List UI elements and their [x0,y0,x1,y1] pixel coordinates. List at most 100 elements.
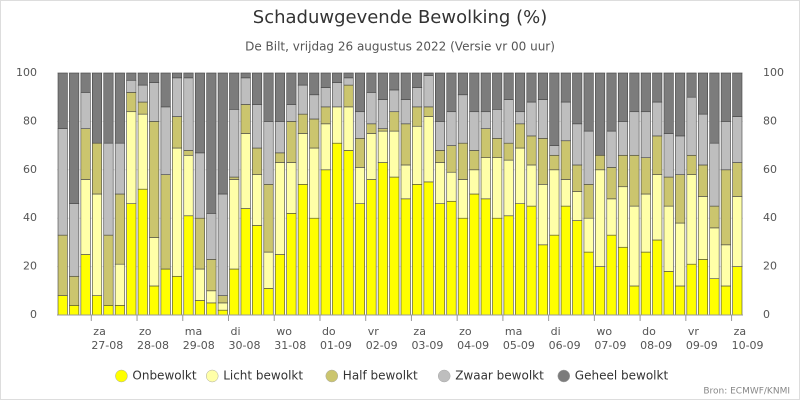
x-tick-date: 02-09 [366,339,398,352]
bar-segment [434,150,446,163]
bar-segment [206,72,217,214]
bar-segment [515,147,526,204]
bar-segment [309,147,320,219]
bar-segment [503,72,514,100]
x-tick-date: 04-09 [457,339,489,352]
bar-segment [137,113,148,190]
bar-segment [606,234,617,316]
bar-segment [503,159,514,217]
bar-segment [617,121,628,156]
bar-segment [229,109,240,178]
bar-segment [206,290,217,304]
y-tick-label: 100 [16,66,37,79]
bar-segment [252,174,263,226]
bar-segment [194,152,205,219]
bar-segment [515,123,526,149]
bar-segment [469,72,480,113]
bar-segment [423,116,434,183]
bar-segment [675,72,686,137]
bar-segment [126,79,137,93]
bar-segment [183,154,194,217]
bar-segment [206,259,217,292]
bar-segment [732,162,743,197]
bar-segment [617,72,628,122]
bar-segment [480,72,491,113]
bar-segment [57,295,68,316]
legend-label: Onbewolkt [132,369,196,383]
bar-segment [240,133,251,209]
bar-segment [137,72,148,86]
bar-segment [377,72,388,100]
x-tick-date: 03-09 [411,339,443,352]
bar-segment [412,125,423,185]
bar-segment [457,217,468,316]
x-tick-date: 07-09 [594,339,626,352]
bar-segment [732,266,743,316]
bar-segment [217,309,228,316]
bar-segment [103,72,114,144]
bar-segment [663,205,674,272]
x-tick-day: wo [596,325,612,338]
bar-segment [80,128,91,180]
bar-segment [92,72,103,144]
bar-segment [274,162,285,255]
bar-segment [320,87,331,108]
bar-segment [343,72,354,79]
bar-segment [549,154,560,171]
x-tick-date: 01-09 [320,339,352,352]
bar-segment [640,251,651,316]
bar-segment [286,72,297,105]
bar-segment [469,193,480,316]
bar-segment [366,92,377,125]
bar-segment [663,271,674,316]
y-tick-label: 80 [23,114,37,127]
bar-segment [343,84,354,108]
bar-segment [469,111,480,151]
bar-segment [114,142,125,195]
legend-swatch [115,369,128,383]
legend-label: Geheel bewolkt [575,369,669,383]
bar-segment [194,300,205,316]
bar-segment [103,142,114,236]
y2-tick-label: 40 [763,211,777,224]
bar-segment [709,227,720,280]
bar-segment [332,106,343,144]
bar-segment [720,244,731,287]
bar-segment [206,213,217,260]
bar-segment [412,184,423,316]
bar-segment [57,128,68,236]
bar-segment [366,72,377,93]
bar-segment [183,72,194,79]
bar-segment [309,72,320,96]
bar-segment [629,111,640,156]
bar-segment [149,285,160,316]
bar-segment [332,82,343,108]
bar-segment [423,181,434,316]
bar-segment [434,203,446,316]
bar-segment [69,305,80,316]
legend-swatch [557,369,571,383]
bar-segment [572,220,583,316]
bar-segment [354,72,365,113]
bar-segment [469,150,480,171]
bar-segment [377,130,388,163]
bar-segment [320,106,331,125]
bar-segment [640,72,651,113]
bar-segment [354,138,365,168]
bar-segment [160,72,171,108]
bar-segment [446,72,457,113]
bar-segment [149,72,160,83]
bar-segment [583,72,594,132]
bar-segment [640,111,651,159]
bar-segment [137,101,148,115]
bar-segment [377,99,388,129]
bar-segment [389,130,400,178]
bar-segment [183,215,194,316]
bar-segment [274,152,285,163]
bar-segment [126,72,137,81]
bar-segment [675,135,686,175]
bar-segment [515,72,526,113]
bar-segment [172,77,183,117]
bar-segment [686,72,697,98]
